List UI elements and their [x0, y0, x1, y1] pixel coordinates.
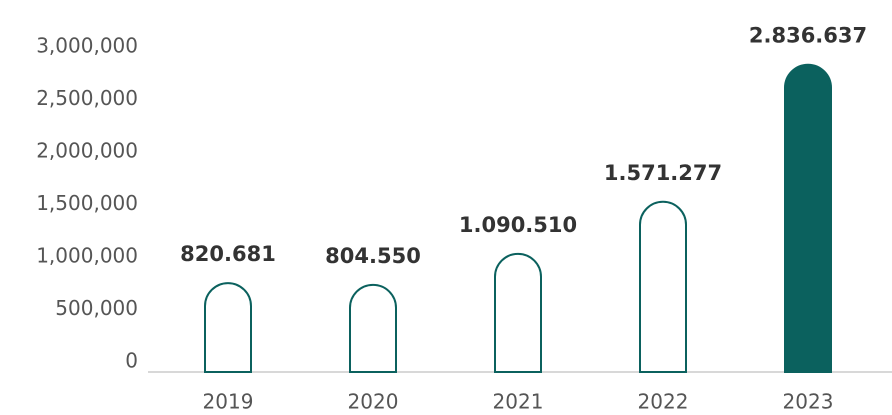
- y-tick-label: 500,000: [55, 296, 138, 320]
- value-label: 820.681: [180, 242, 276, 266]
- x-tick-label: 2020: [348, 390, 399, 414]
- x-tick-label: 2019: [203, 390, 254, 414]
- y-tick-label: 0: [125, 349, 138, 373]
- x-tick-label: 2023: [783, 390, 834, 414]
- y-tick-label: 1,000,000: [36, 244, 138, 268]
- bar: [349, 283, 397, 373]
- bar: [204, 282, 252, 373]
- bar: [494, 252, 542, 373]
- bar: [784, 63, 832, 373]
- x-tick-label: 2021: [493, 390, 544, 414]
- y-tick-label: 2,500,000: [36, 86, 138, 110]
- y-tick-label: 2,000,000: [36, 139, 138, 163]
- value-label: 804.550: [325, 244, 421, 268]
- value-label: 1.090.510: [459, 213, 577, 237]
- value-label: 2.836.637: [749, 24, 867, 48]
- value-label: 1.571.277: [604, 161, 722, 185]
- bar: [639, 200, 687, 373]
- y-tick-label: 3,000,000: [36, 34, 138, 58]
- x-tick-label: 2022: [638, 390, 689, 414]
- y-tick-label: 1,500,000: [36, 191, 138, 215]
